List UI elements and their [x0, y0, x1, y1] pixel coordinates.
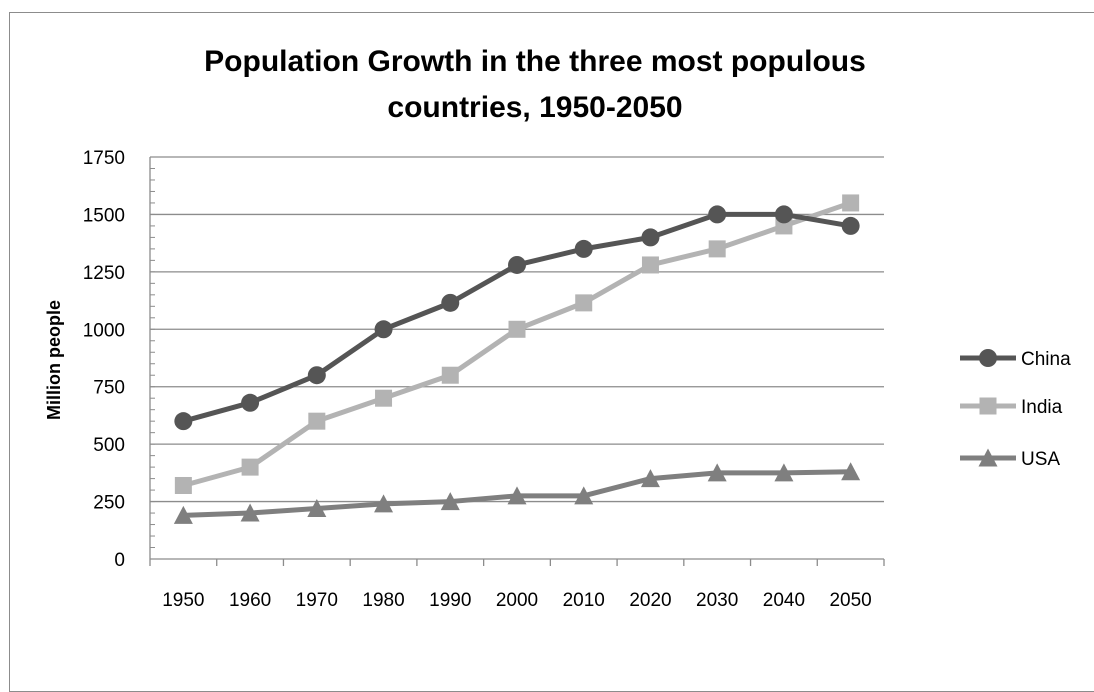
china-point: [241, 393, 260, 412]
china-point: [441, 293, 460, 312]
usa-point: [240, 503, 260, 522]
chart-title-line-2: countries, 1950-2050: [387, 91, 683, 124]
x-tick-label: 2000: [496, 590, 538, 611]
china-point: [708, 205, 727, 224]
y-axis-label: Million people: [44, 300, 64, 420]
china-point: [574, 239, 593, 258]
axes: [149, 156, 885, 566]
india-point: [708, 240, 726, 258]
india-line: [182, 200, 852, 488]
x-tick-label: 1960: [229, 590, 271, 611]
x-tick-label: 2040: [763, 590, 805, 611]
usa-point: [574, 486, 594, 505]
chart-title-line-1: Population Growth in the three most popu…: [204, 45, 866, 78]
x-tick-label: 1980: [362, 590, 404, 611]
y-tick-label: 500: [93, 435, 125, 456]
china-line: [182, 211, 852, 424]
usa-point: [307, 498, 327, 517]
india-point: [508, 320, 526, 338]
india-point: [641, 256, 659, 274]
legend-marker: [979, 349, 997, 367]
legend-item-india: India: [960, 397, 1063, 418]
x-tick-label: 2010: [563, 590, 605, 611]
china-point: [508, 255, 526, 274]
india-point: [308, 412, 326, 430]
india-point: [174, 476, 192, 494]
legend-item-usa: USA: [960, 448, 1060, 470]
legend-label: China: [1021, 349, 1071, 370]
china-point: [641, 228, 660, 247]
india-point: [375, 389, 393, 407]
y-tick-label: 750: [93, 378, 125, 399]
usa-point: [440, 492, 460, 511]
x-tick-label: 1970: [296, 590, 338, 611]
china-point: [774, 205, 793, 224]
legend-label: USA: [1021, 449, 1060, 470]
usa-point: [707, 463, 727, 482]
india-point: [575, 294, 593, 312]
legend-item-china: China: [960, 349, 1071, 370]
y-tick-label: 1750: [83, 148, 125, 169]
y-tick-label: 1000: [83, 320, 125, 341]
china-point: [174, 412, 193, 431]
usa-point: [841, 462, 861, 481]
usa-point: [374, 494, 394, 513]
china-point: [307, 366, 326, 385]
x-tick-label: 2030: [696, 590, 738, 611]
usa-point: [640, 469, 660, 488]
legend-marker: [978, 448, 998, 467]
legend-label: India: [1021, 397, 1063, 418]
x-tick-labels: 1950 1960 1970 1980 1990 2000 2010 2020 2030 2040…: [162, 590, 872, 611]
series-lines: [173, 194, 861, 524]
usa-series: [173, 462, 861, 524]
usa-point: [173, 505, 193, 524]
x-tick-label: 2050: [829, 590, 871, 611]
y-tick-label: 0: [114, 550, 125, 571]
usa-point: [774, 463, 794, 482]
x-tick-label: 1950: [162, 590, 204, 611]
legend: China India USA: [960, 349, 1071, 470]
usa-point: [507, 486, 527, 505]
legend-marker: [979, 397, 997, 415]
x-tick-label: 2020: [629, 590, 671, 611]
china-point: [374, 320, 393, 339]
y-tick-label: 1500: [83, 205, 125, 226]
china-series: [174, 205, 860, 431]
india-point: [842, 194, 860, 212]
y-tick-labels: 0 250 500 750 1000 1250 1500 1750: [83, 148, 125, 571]
x-tick-label: 1990: [429, 590, 471, 611]
y-tick-label: 250: [93, 493, 125, 514]
india-point: [441, 366, 459, 384]
y-tick-label: 1250: [83, 263, 125, 284]
india-point: [241, 458, 259, 476]
india-series: [174, 194, 860, 494]
china-point: [841, 216, 860, 235]
